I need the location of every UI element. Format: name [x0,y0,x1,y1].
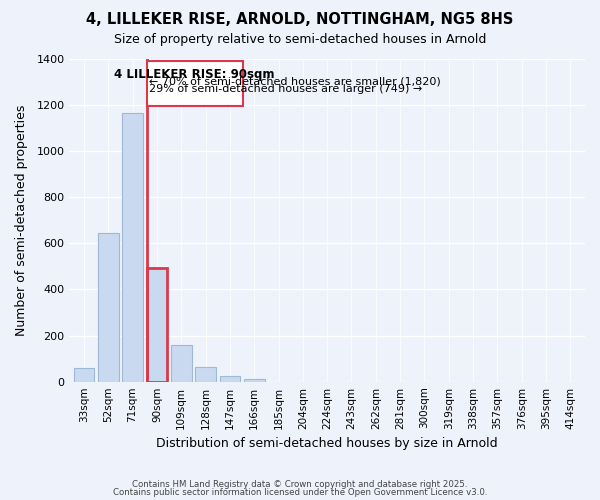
Bar [74,368,94,382]
Text: 4, LILLEKER RISE, ARNOLD, NOTTINGHAM, NG5 8HS: 4, LILLEKER RISE, ARNOLD, NOTTINGHAM, NG… [86,12,514,28]
Bar [146,268,167,382]
Text: 29% of semi-detached houses are larger (749) →: 29% of semi-detached houses are larger (… [149,84,423,94]
Text: ← 70% of semi-detached houses are smaller (1,820): ← 70% of semi-detached houses are smalle… [149,77,441,87]
Bar [171,345,191,382]
Bar [98,233,119,382]
FancyBboxPatch shape [146,62,242,106]
Text: 4 LILLEKER RISE: 90sqm: 4 LILLEKER RISE: 90sqm [115,68,275,81]
Bar [122,113,143,382]
Text: Contains HM Land Registry data © Crown copyright and database right 2025.: Contains HM Land Registry data © Crown c… [132,480,468,489]
Bar [195,368,216,382]
Bar [244,379,265,382]
Bar [146,268,167,382]
Bar [220,376,240,382]
Y-axis label: Number of semi-detached properties: Number of semi-detached properties [15,104,28,336]
Text: Contains public sector information licensed under the Open Government Licence v3: Contains public sector information licen… [113,488,487,497]
Text: Size of property relative to semi-detached houses in Arnold: Size of property relative to semi-detach… [114,32,486,46]
X-axis label: Distribution of semi-detached houses by size in Arnold: Distribution of semi-detached houses by … [157,437,498,450]
